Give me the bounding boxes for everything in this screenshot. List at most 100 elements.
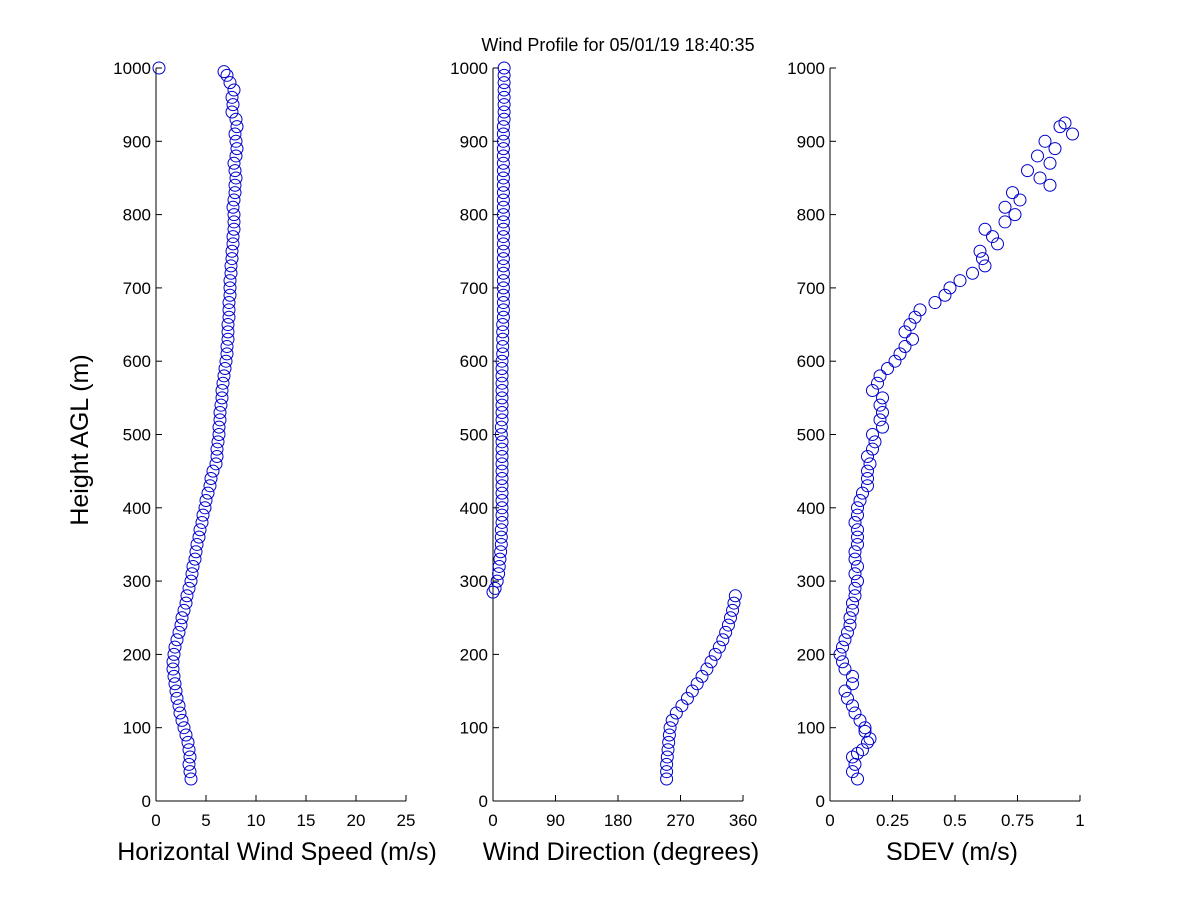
wind-direction-data-point xyxy=(495,479,509,493)
wind-speed-x-tick-label: 5 xyxy=(201,811,210,830)
wind-speed-data-point xyxy=(222,310,236,324)
wind-speed-x-tick-label: 0 xyxy=(151,811,160,830)
sdev-x-axis-label: SDEV (m/s) xyxy=(886,838,1018,866)
wind-speed-data-point xyxy=(225,252,239,266)
wind-direction-data-point xyxy=(492,567,506,581)
sdev-data-point xyxy=(851,530,864,544)
wind-direction-data-point xyxy=(488,581,502,595)
wind-direction-data-point xyxy=(695,669,709,683)
sdev-data-point xyxy=(858,721,872,735)
wind-direction-data-point xyxy=(497,83,511,97)
wind-speed-x-axis-label: Horizontal Wind Speed (m/s) xyxy=(117,838,437,866)
wind-speed-data-point xyxy=(223,288,237,302)
wind-direction-data-point xyxy=(495,493,509,507)
wind-speed-data-point xyxy=(230,120,244,134)
wind-direction-panel: 0 100 200 300 400 500 600 700 800 900 1000 0 90 180 27… xyxy=(450,59,759,866)
sdev-y-tick-label: 800 xyxy=(797,206,825,225)
wind-direction-data-point xyxy=(660,765,674,779)
wind-speed-data-point xyxy=(175,611,189,625)
wind-direction-data-point xyxy=(486,585,500,599)
wind-speed-data-point xyxy=(225,105,239,119)
wind-direction-data-point xyxy=(496,318,510,332)
sdev-data-point xyxy=(866,442,879,456)
wind-speed-data-point xyxy=(170,691,184,705)
wind-direction-data-point xyxy=(496,237,510,251)
wind-speed-x-tick-label: 20 xyxy=(347,811,366,830)
sdev-data-point xyxy=(998,200,1012,214)
wind-speed-data-point xyxy=(212,428,226,441)
wind-speed-data-point xyxy=(215,391,229,405)
sdev-data-point xyxy=(843,611,857,625)
sdev-data-point xyxy=(928,296,942,310)
sdev-data-point xyxy=(998,215,1012,229)
wind-direction-data-point xyxy=(493,552,507,566)
wind-speed-data-point xyxy=(196,508,210,522)
sdev-data-point xyxy=(888,354,902,368)
wind-speed-y-tick-label: 1000 xyxy=(113,59,151,78)
wind-speed-data-point xyxy=(221,332,235,346)
wind-direction-x-tick-label: 180 xyxy=(604,811,632,830)
wind-speed-data-point xyxy=(225,90,239,104)
wind-direction-data-point xyxy=(496,332,510,346)
wind-direction-data-point xyxy=(685,684,699,698)
wind-direction-data-point xyxy=(495,398,509,412)
wind-speed-data-point xyxy=(228,127,242,141)
wind-direction-data-point xyxy=(496,215,510,229)
sdev-data-point xyxy=(938,288,952,302)
wind-speed-x-tick-label: 10 xyxy=(247,811,266,830)
wind-speed-data-point xyxy=(184,574,198,588)
sdev-y-tick-label: 1000 xyxy=(787,59,825,78)
sdev-data-point xyxy=(1043,156,1057,170)
wind-direction-data-point xyxy=(495,384,509,398)
wind-direction-data-point xyxy=(495,508,509,522)
sdev-data-point xyxy=(1066,127,1079,141)
wind-speed-data-point xyxy=(172,625,186,639)
wind-speed-data-point xyxy=(220,68,234,82)
wind-speed-data-point xyxy=(222,296,236,310)
wind-direction-y-tick-label: 500 xyxy=(460,426,488,445)
sdev-data-point xyxy=(903,318,917,332)
sdev-data-point xyxy=(953,274,967,288)
wind-speed-data-point xyxy=(198,501,212,515)
wind-direction-y-tick-label: 0 xyxy=(479,792,488,811)
wind-speed-data-point xyxy=(226,200,240,214)
wind-speed-data-point xyxy=(167,669,181,683)
sdev-data-point xyxy=(1021,164,1034,178)
wind-direction-ticks: 0 100 200 300 400 500 600 700 800 900 1000 0 90 180 27… xyxy=(450,59,757,830)
wind-speed-data-point xyxy=(230,142,244,156)
sdev-data-point xyxy=(848,567,862,581)
wind-direction-data-point xyxy=(496,310,510,324)
wind-direction-data-point xyxy=(496,303,510,317)
wind-speed-data-point xyxy=(179,596,193,610)
sdev-data-point xyxy=(876,420,889,434)
sdev-data-point xyxy=(1043,178,1057,192)
wind-speed-data-point xyxy=(224,266,238,280)
wind-speed-data-point xyxy=(218,362,232,376)
sdev-data-point xyxy=(861,471,874,485)
sdev-data-point xyxy=(943,281,957,295)
sdev-data-point xyxy=(856,743,869,757)
sdev-y-tick-label: 400 xyxy=(797,499,825,518)
wind-direction-data-point xyxy=(495,376,509,390)
wind-direction-data-point xyxy=(496,340,510,354)
wind-speed-data-point xyxy=(170,633,184,647)
wind-direction-data-point xyxy=(495,457,509,471)
sdev-data-point xyxy=(841,691,854,705)
wind-direction-data-point xyxy=(496,164,510,178)
wind-speed-data-point xyxy=(220,340,234,354)
wind-direction-data-point xyxy=(663,721,677,735)
sdev-data-point xyxy=(1058,116,1072,130)
sdev-data-point xyxy=(1008,208,1022,222)
wind-direction-data-point xyxy=(497,61,511,75)
wind-direction-y-tick-label: 1000 xyxy=(450,59,488,78)
wind-direction-data-point xyxy=(496,156,510,170)
wind-direction-y-tick-label: 900 xyxy=(460,132,488,151)
sdev-data-point xyxy=(856,486,869,500)
wind-speed-data-point xyxy=(228,164,242,178)
wind-direction-data-point xyxy=(690,677,704,691)
wind-speed-data-point xyxy=(229,134,243,148)
wind-direction-data-point xyxy=(726,603,740,617)
wind-direction-data-point xyxy=(660,757,674,771)
wind-direction-y-tick-label: 200 xyxy=(460,645,488,664)
